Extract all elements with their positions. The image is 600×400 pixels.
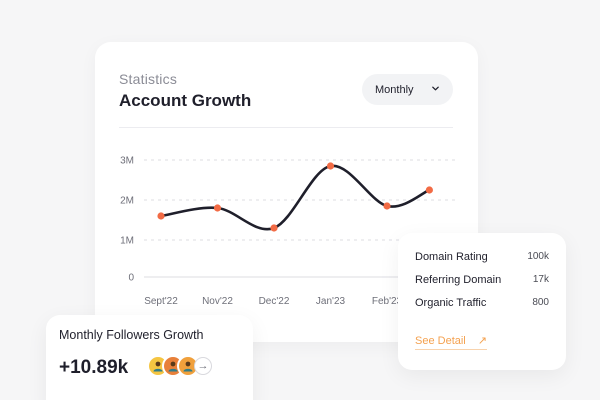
followers-value: +10.89k [59,357,129,378]
account-growth-card: Statistics Account Growth Monthly [95,42,478,342]
card-title: Account Growth [119,91,252,110]
see-detail-label: See Detail [415,334,466,347]
divider [119,127,453,128]
stat-row-organic-traffic: Organic Traffic 800 [415,297,549,309]
y-tick-label: 2M [120,196,134,207]
chevron-down-icon [432,86,439,91]
data-point[interactable] [157,212,165,220]
see-detail-link[interactable]: See Detail ↗ [415,334,487,350]
followers-growth-card: Monthly Followers Growth +10.89k → [46,315,253,400]
y-tick-label: 3M [120,156,134,167]
x-tick-label: Sept'22 [144,296,178,307]
x-tick-label: Feb'23 [372,296,403,307]
stat-value: 17k [532,274,549,285]
followers-title: Monthly Followers Growth [59,328,204,342]
x-tick-label: Dec'22 [259,296,290,307]
data-point[interactable] [326,162,335,170]
data-point[interactable] [270,224,278,232]
stat-value: 100k [527,251,549,262]
period-select-value: Monthly [375,83,414,96]
period-select[interactable]: Monthly [362,74,453,105]
stat-label: Organic Traffic [415,297,487,309]
data-point[interactable] [213,204,222,212]
x-tick-label: Nov'22 [202,296,233,307]
arrow-up-right-icon: ↗ [477,335,487,347]
person-icon [168,361,178,372]
person-icon [183,361,193,372]
avatar-group: → [147,355,212,377]
person-icon [153,361,163,372]
stat-label: Domain Rating [415,251,488,263]
domain-stats-card: Domain Rating 100k Referring Domain 17k … [398,233,566,370]
series-line [159,164,431,231]
stat-label: Referring Domain [415,274,502,286]
data-point[interactable] [425,186,433,194]
x-tick-label: Jan'23 [316,296,346,307]
arrow-right-icon[interactable]: → [194,357,212,375]
stat-value: 800 [532,297,549,308]
card-subtitle: Statistics [119,71,178,87]
data-point[interactable] [383,202,391,210]
y-tick-label: 1M [120,236,134,247]
stat-row-referring-domain: Referring Domain 17k [415,274,549,286]
stat-row-domain-rating: Domain Rating 100k [415,251,549,263]
y-tick-label: 0 [128,273,134,284]
